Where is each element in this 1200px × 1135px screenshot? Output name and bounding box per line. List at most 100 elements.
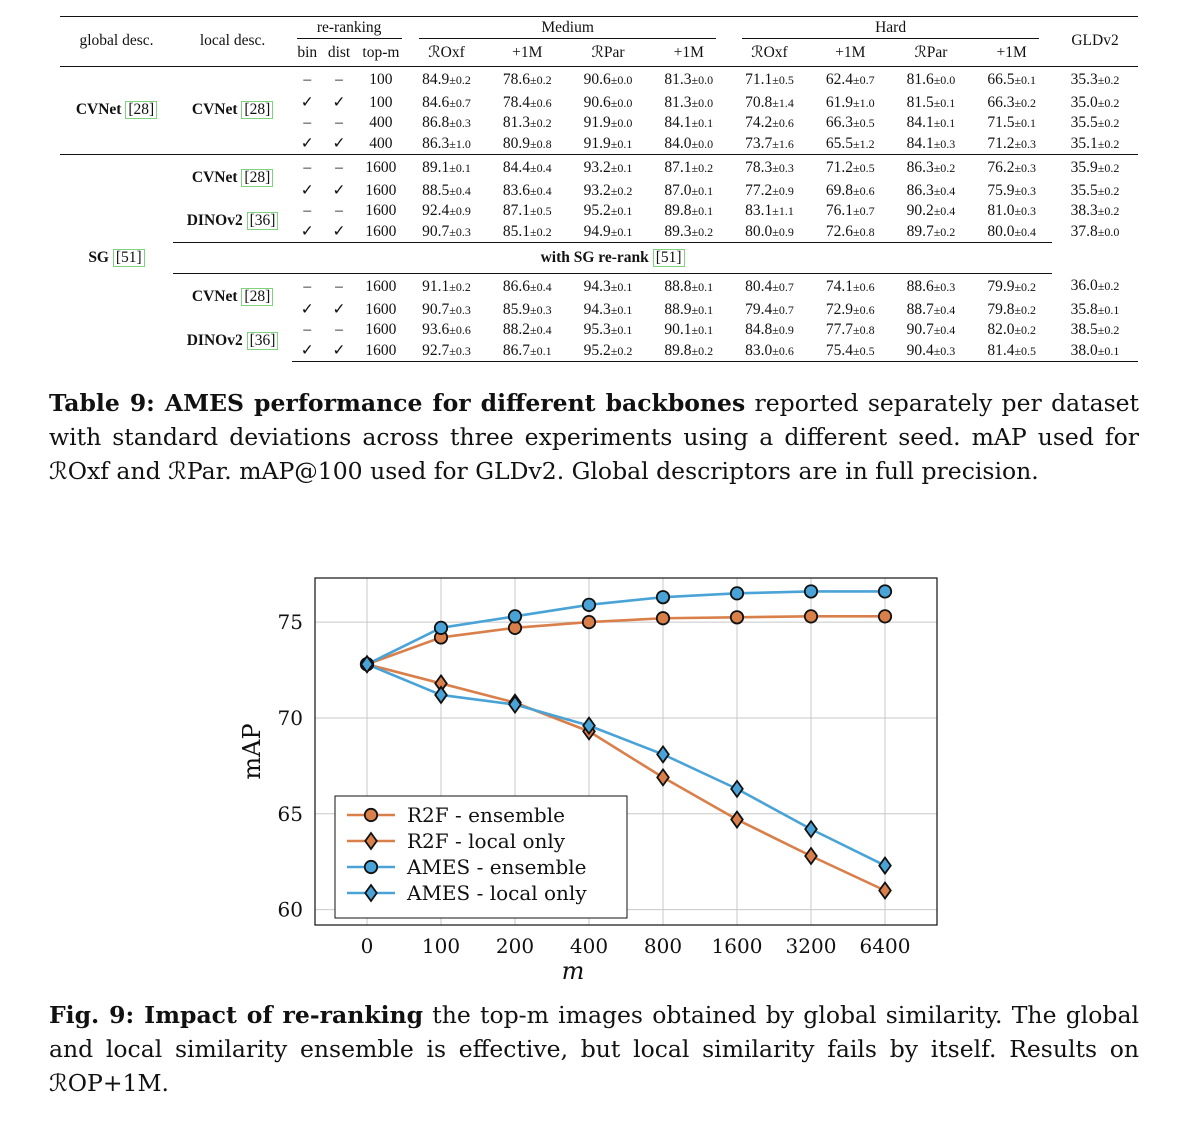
cell-std: ±0.6 bbox=[449, 323, 471, 337]
series-0-point bbox=[877, 609, 893, 624]
x-tick-label: 400 bbox=[570, 934, 608, 958]
cell-value: 90.7±0.3 bbox=[406, 222, 487, 243]
cell-value: 89.1±0.1 bbox=[406, 154, 487, 181]
cell-std: ±0.1 bbox=[610, 279, 633, 294]
cell-std: ±0.4 bbox=[530, 160, 552, 175]
cell-value: 81.5±0.1 bbox=[891, 93, 972, 114]
cell-mean: 76.1 bbox=[825, 202, 853, 219]
cell-mean: 82.0 bbox=[987, 321, 1015, 338]
col-local-desc: local desc. bbox=[173, 16, 293, 67]
col-hard-roxf-1m: +1M bbox=[835, 43, 866, 61]
cell-mean: 72.9 bbox=[825, 300, 853, 318]
cell-value: 71.5±0.1 bbox=[971, 113, 1052, 134]
cell-std: ±0.0 bbox=[691, 95, 714, 110]
cell-value: 95.2±0.2 bbox=[567, 340, 649, 362]
table-row: ✓ ✓ 1600 92.7±0.3 86.7±0.1 95.2±0.2 89.8±0.2 83… bbox=[60, 340, 1138, 362]
row-local-rerank-cvnet: CVNet [28] bbox=[173, 274, 292, 321]
cell-value: 78.4±0.6 bbox=[487, 93, 568, 114]
cell-bin: ✓ bbox=[292, 340, 323, 362]
series-1-point bbox=[804, 846, 818, 866]
cell-value: 95.2±0.1 bbox=[568, 201, 649, 222]
cell-mean: 92.4 bbox=[422, 202, 450, 219]
cell-value: 66.3±0.5 bbox=[810, 113, 891, 134]
col-reranking: re-ranking bbox=[296, 18, 402, 40]
cell-mean: 88.8 bbox=[664, 277, 692, 295]
cell-std: ±0.5 bbox=[852, 116, 875, 130]
cell-mean: 90.1 bbox=[664, 321, 692, 338]
cell-value: 79.9±0.2 bbox=[971, 274, 1052, 300]
cell-std: ±0.6 bbox=[852, 302, 875, 317]
cell-std: ±0.3 bbox=[933, 343, 956, 358]
cell-std: ±0.3 bbox=[1014, 136, 1037, 151]
cell-bin: – bbox=[303, 321, 312, 338]
cell-mean: 89.3 bbox=[664, 222, 692, 240]
cell-mean: 90.6 bbox=[583, 93, 611, 111]
cell-std: ±0.9 bbox=[772, 224, 794, 239]
cell-value: 81.6±0.0 bbox=[890, 66, 972, 93]
cell-std: ±0.9 bbox=[449, 204, 471, 218]
cell-std: ±0.2 bbox=[691, 343, 714, 358]
cell-mean: 79.4 bbox=[745, 300, 773, 318]
cell-value: 86.3±0.2 bbox=[890, 154, 972, 181]
series-0-point bbox=[655, 611, 671, 626]
cell-mean: 86.7 bbox=[502, 341, 531, 359]
cell-topm: 100 bbox=[355, 66, 407, 93]
col-medium: Medium bbox=[419, 18, 717, 40]
cell-value: 83.0±0.6 bbox=[729, 340, 810, 362]
cell-value: 76.2±0.3 bbox=[971, 154, 1053, 181]
cell-mean: 89.8 bbox=[664, 341, 692, 359]
cell-value: 66.3±0.2 bbox=[971, 93, 1052, 114]
cell-bin: ✓ bbox=[300, 300, 314, 318]
cell-mean: 78.4 bbox=[502, 93, 531, 111]
cell-std: ±1.4 bbox=[772, 95, 794, 110]
cell-std: ±0.3 bbox=[1014, 160, 1037, 175]
cell-std: ±0.1 bbox=[610, 136, 633, 151]
cell-dist: ✓ bbox=[332, 181, 346, 199]
table-caption-text: reported separately per dataset with sta… bbox=[49, 389, 1139, 485]
row-local-rerank-dinov2: DINOv2 [36] bbox=[173, 320, 292, 362]
series-3-point bbox=[730, 779, 744, 799]
cell-mean: 84.4 bbox=[502, 158, 531, 176]
cell-std: ±0.2 bbox=[530, 224, 552, 239]
row-local-rerank-dinov2-cite: [36] bbox=[246, 331, 279, 350]
row-local-cvnet: CVNet [28] bbox=[173, 154, 293, 201]
cell-mean: 71.2 bbox=[825, 158, 853, 176]
cell-value: 80.4±0.7 bbox=[729, 274, 810, 300]
cell-value: 94.3±0.1 bbox=[568, 300, 649, 321]
cell-std: ±0.4 bbox=[933, 204, 956, 218]
cell-value: 35.9±0.2 bbox=[1052, 154, 1138, 181]
cell-value: 81.4±0.5 bbox=[971, 340, 1053, 362]
cell-std: ±0.2 bbox=[449, 279, 471, 294]
cell-bin: – bbox=[303, 202, 312, 219]
cell-mean: 80.9 bbox=[502, 134, 531, 152]
cell-std: ±0.6 bbox=[772, 343, 794, 358]
table-body: CVNet [28] CVNet [28] – –100 84.9±0.2 78.6±0.… bbox=[60, 66, 1138, 362]
series-0-point bbox=[803, 609, 819, 624]
legend-marker bbox=[363, 859, 379, 875]
cell-std: ±0.1 bbox=[933, 95, 956, 110]
cell-mean: 85.9 bbox=[502, 300, 531, 318]
cell-value: 75.4±0.5 bbox=[809, 340, 891, 362]
cell-std: ±0.0 bbox=[933, 72, 956, 87]
series-0-point bbox=[581, 614, 597, 630]
cell-bin: – bbox=[292, 66, 323, 93]
cell-value: 35.3±0.2 bbox=[1052, 66, 1138, 93]
cell-dist: – bbox=[335, 202, 343, 219]
cell-mean: 93.6 bbox=[422, 321, 450, 338]
cell-topm: 400 bbox=[369, 114, 393, 131]
cell-value: 86.3±1.0 bbox=[406, 134, 487, 155]
cell-std: ±0.2 bbox=[449, 72, 471, 87]
cell-mean: 38.5 bbox=[1070, 321, 1098, 338]
cell-value: 79.8±0.2 bbox=[971, 300, 1052, 321]
cell-value: 89.8±0.2 bbox=[648, 340, 730, 362]
table-row: ✓ ✓ 1600 90.7±0.3 85.1±0.2 94.9±0.1 89.3±0.2 80… bbox=[60, 222, 1138, 243]
cell-mean: 90.7 bbox=[906, 321, 934, 338]
cell-std: ±0.2 bbox=[1097, 95, 1120, 110]
cell-mean: 90.2 bbox=[906, 202, 934, 219]
y-tick-label: 65 bbox=[278, 802, 303, 826]
cell-std: ±0.0 bbox=[610, 72, 633, 87]
cell-mean: 61.9 bbox=[825, 93, 853, 111]
cell-bin: ✓ bbox=[300, 181, 314, 199]
cell-std: ±0.8 bbox=[852, 323, 875, 337]
cell-mean: 36.0 bbox=[1070, 277, 1098, 295]
